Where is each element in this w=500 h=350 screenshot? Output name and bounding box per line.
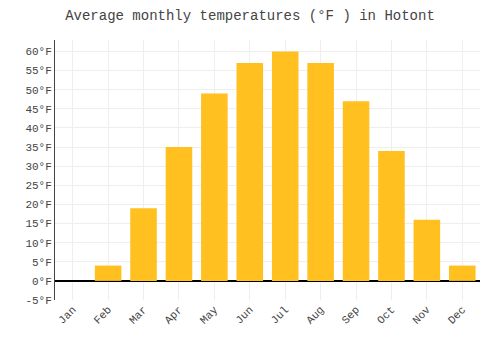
svg-text:Apr: Apr xyxy=(162,304,184,326)
svg-text:20°F: 20°F xyxy=(25,199,51,211)
svg-text:Mar: Mar xyxy=(127,304,149,326)
svg-text:Sep: Sep xyxy=(340,304,362,326)
svg-text:May: May xyxy=(198,304,221,327)
svg-text:45°F: 45°F xyxy=(25,104,51,116)
svg-text:40°F: 40°F xyxy=(25,123,51,135)
svg-text:10°F: 10°F xyxy=(25,238,51,250)
svg-text:Feb: Feb xyxy=(92,304,114,326)
svg-text:60°F: 60°F xyxy=(25,46,51,58)
svg-text:-5°F: -5°F xyxy=(25,295,51,307)
svg-text:Dec: Dec xyxy=(446,304,468,326)
svg-text:55°F: 55°F xyxy=(25,65,51,77)
svg-text:5°F: 5°F xyxy=(32,257,52,269)
svg-text:15°F: 15°F xyxy=(25,218,51,230)
svg-text:35°F: 35°F xyxy=(25,142,51,154)
svg-text:Jul: Jul xyxy=(269,304,291,326)
svg-text:Jun: Jun xyxy=(233,304,255,326)
svg-text:25°F: 25°F xyxy=(25,180,51,192)
svg-text:50°F: 50°F xyxy=(25,85,51,97)
svg-text:Nov: Nov xyxy=(410,304,433,327)
svg-text:Average monthly temperatures (: Average monthly temperatures (°F ) in Ho… xyxy=(65,8,435,24)
svg-text:0°F: 0°F xyxy=(32,276,52,288)
svg-text:30°F: 30°F xyxy=(25,161,51,173)
svg-text:Jan: Jan xyxy=(56,304,78,326)
svg-text:Aug: Aug xyxy=(304,304,326,326)
svg-text:Oct: Oct xyxy=(375,304,397,326)
